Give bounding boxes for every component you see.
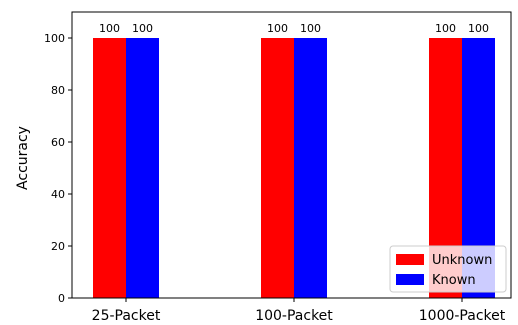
x-tick-label: 100-Packet (255, 308, 333, 324)
x-tick-label: 25-Packet (92, 308, 161, 324)
data-label: 100 (267, 22, 288, 35)
x-axis: 25-Packet 100-Packet 1000-Packet (92, 298, 506, 324)
legend-swatch (396, 274, 424, 285)
bar-unknown (261, 38, 294, 298)
bar-known (294, 38, 327, 298)
legend-label: Known (432, 273, 476, 288)
legend-swatch (396, 254, 424, 265)
data-label: 100 (300, 22, 321, 35)
data-labels: 100 100 100 100 100 100 (99, 22, 489, 35)
y-tick-label: 100 (44, 32, 65, 45)
plot-frame (71, 11, 512, 299)
x-tick-label: 1000-Packet (419, 308, 506, 324)
y-tick-label: 60 (51, 136, 65, 149)
bar-unknown (93, 38, 126, 298)
data-label: 100 (132, 22, 153, 35)
data-label: 100 (468, 22, 489, 35)
bar-known (126, 38, 159, 298)
legend-label: Unknown (432, 253, 492, 268)
y-tick-label: 40 (51, 188, 65, 201)
y-tick-label: 20 (51, 240, 65, 253)
y-tick-label: 0 (58, 292, 65, 305)
y-axis-label: Accuracy (15, 126, 31, 190)
plot-area (71, 11, 512, 299)
data-label: 100 (99, 22, 120, 35)
legend: Unknown Known (389, 245, 507, 293)
y-tick-label: 80 (51, 84, 65, 97)
y-axis: 0 20 40 60 80 100 (44, 32, 72, 305)
data-label: 100 (435, 22, 456, 35)
